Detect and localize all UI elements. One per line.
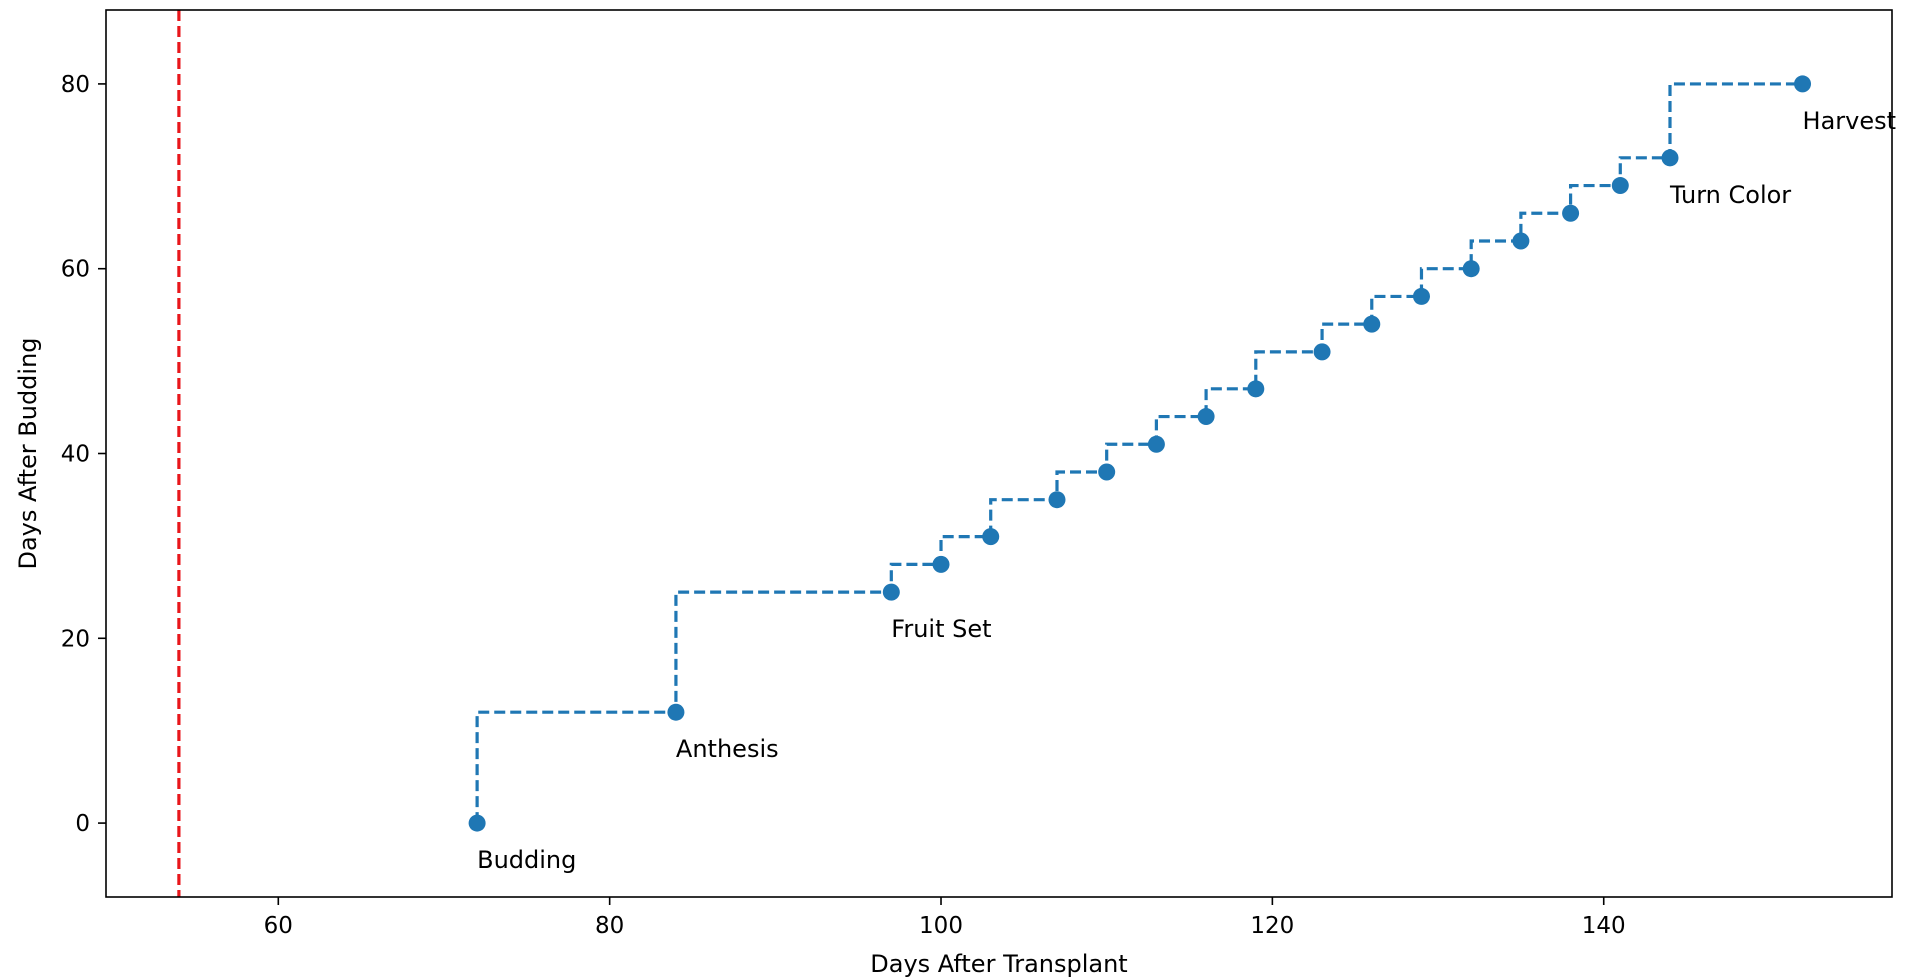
x-tick-label: 60 xyxy=(264,913,293,939)
series-0-point xyxy=(1247,380,1265,398)
x-tick-label: 120 xyxy=(1250,913,1294,939)
plot-marks xyxy=(177,10,1812,897)
series-0-point xyxy=(1661,149,1679,167)
x-tick-label: 80 xyxy=(595,913,624,939)
series-0-point xyxy=(882,583,900,601)
x-tick-label: 100 xyxy=(919,913,963,939)
series-0-point xyxy=(1462,260,1480,278)
y-tick-label: 80 xyxy=(61,72,90,98)
annotation-label: Budding xyxy=(477,846,576,874)
x-tick-label: 140 xyxy=(1582,913,1626,939)
y-tick-label: 0 xyxy=(75,811,90,837)
series-0-point xyxy=(1412,287,1430,305)
annotation-label: Turn Color xyxy=(1669,181,1791,209)
series-0-point xyxy=(1098,463,1116,481)
series-0-point xyxy=(982,528,1000,546)
x-axis-ticks: 60 80 100 120 140 xyxy=(264,897,1626,939)
x-axis-label: Days After Transplant xyxy=(870,950,1127,978)
y-axis-label: Days After Budding xyxy=(14,337,42,569)
series-0-point xyxy=(667,703,685,721)
y-tick-label: 60 xyxy=(61,257,90,283)
series-0-point xyxy=(1562,204,1580,222)
series-0-point xyxy=(1048,491,1066,509)
annotation-label: Harvest xyxy=(1803,107,1897,135)
y-tick-label: 40 xyxy=(61,442,90,468)
annotation-label: Anthesis xyxy=(676,735,779,763)
annotation-label: Fruit Set xyxy=(891,615,991,643)
series-0-point xyxy=(1313,343,1331,361)
y-tick-label: 20 xyxy=(61,626,90,652)
series-0-point xyxy=(1512,232,1530,250)
series-0-point xyxy=(1197,408,1215,426)
series-0-point xyxy=(1363,315,1381,333)
series-0-point xyxy=(1794,75,1812,93)
y-axis-ticks: 0 20 40 60 80 xyxy=(61,72,106,837)
series-0-point xyxy=(1147,435,1165,453)
series-0-point xyxy=(932,555,950,573)
series-0-point xyxy=(468,814,486,832)
series-0-point xyxy=(1611,177,1629,195)
annotations: Budding Anthesis Fruit Set Turn Color Harves… xyxy=(477,107,1896,874)
